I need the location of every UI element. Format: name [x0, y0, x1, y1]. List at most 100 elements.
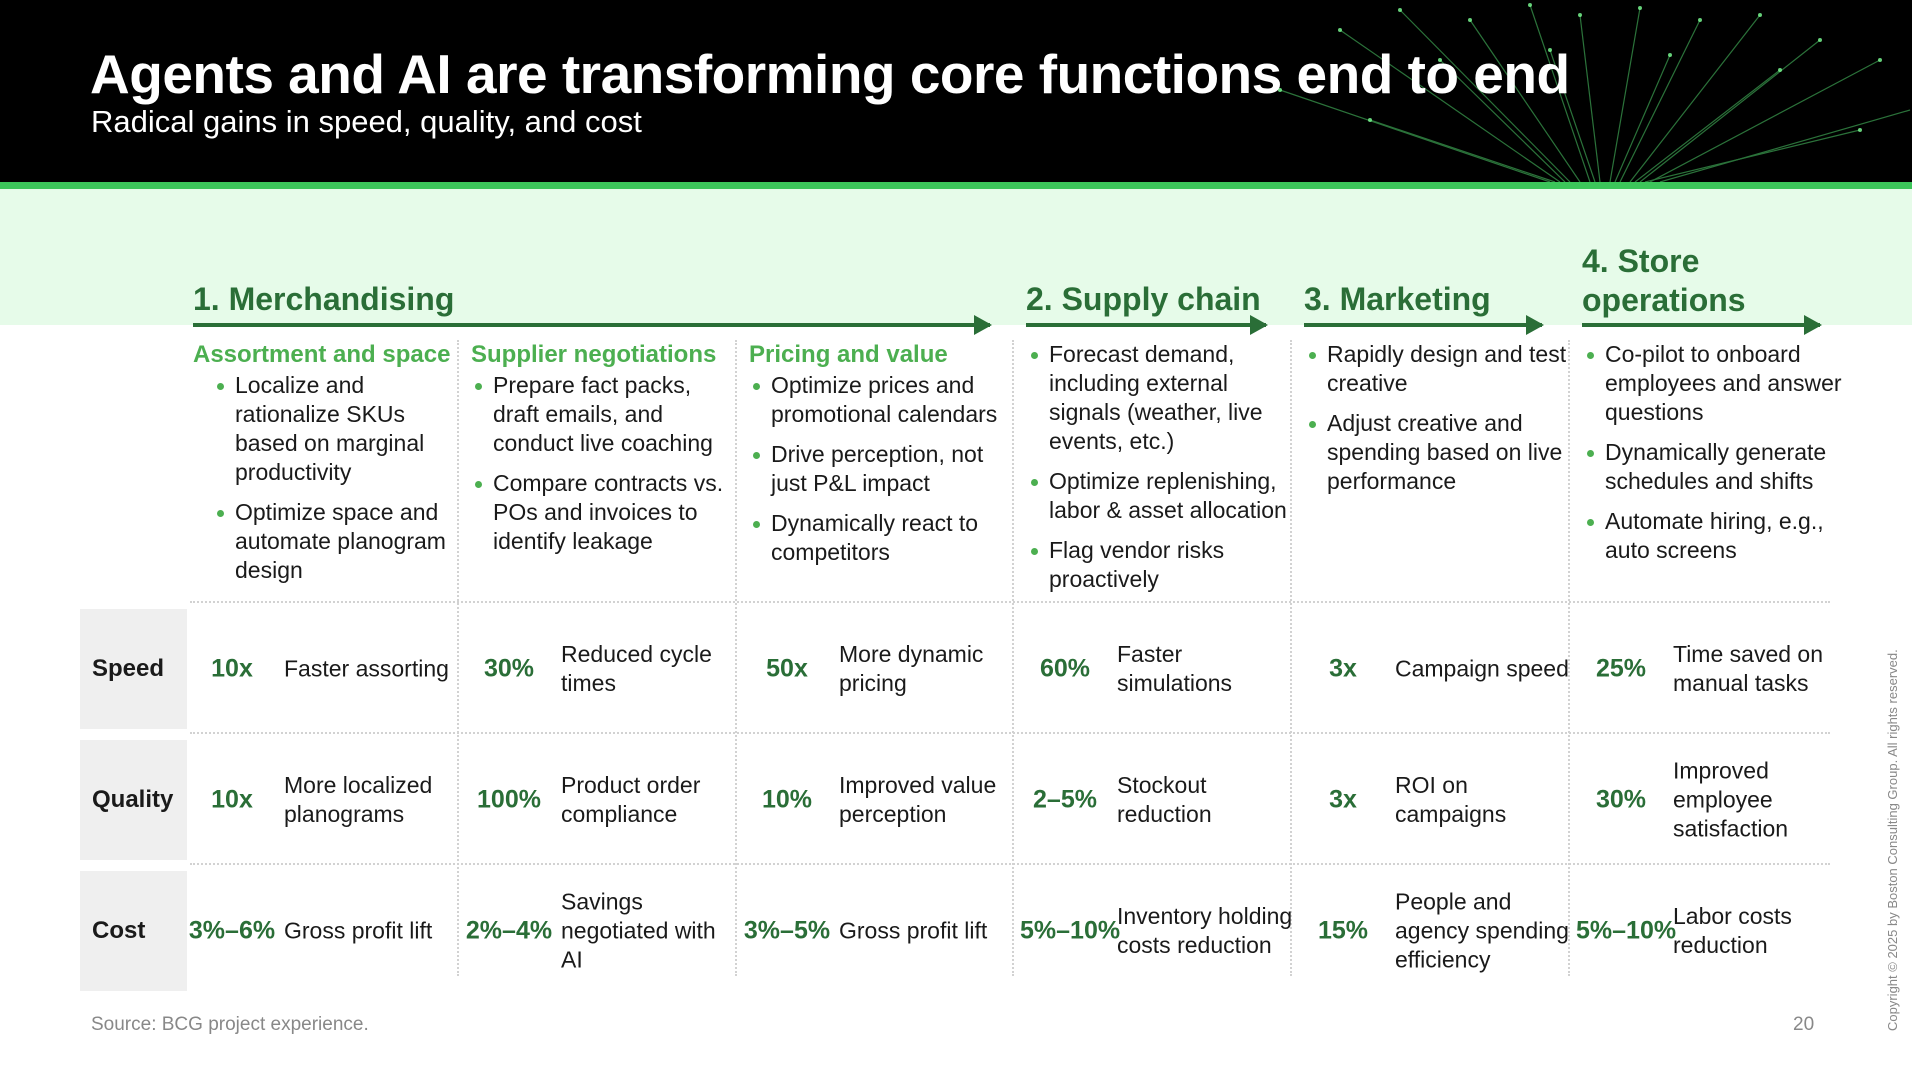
activity-column: Pricing and value Optimize prices and pr… — [749, 340, 1011, 578]
activity-bullet: Optimize prices and promotional calendar… — [749, 371, 1011, 429]
activity-column: Rapidly design and test creative Adjust … — [1305, 340, 1567, 507]
activity-column: Forecast demand, including external sign… — [1027, 340, 1289, 605]
section-arrow — [1304, 315, 1544, 335]
metric-cell: 3x ROI on campaigns — [1298, 740, 1571, 860]
metric-description: Savings negotiated with AI — [561, 888, 716, 973]
metric-value: 10x — [211, 785, 253, 814]
activity-bullet: Compare contracts vs. POs and invoices t… — [471, 469, 733, 556]
metric-cell: 25% Time saved on manual tasks — [1576, 609, 1849, 729]
activity-column: Supplier negotiations Prepare fact packs… — [471, 340, 733, 567]
metric-cell: 3%–6% Gross profit lift — [187, 871, 460, 991]
page-subtitle: Radical gains in speed, quality, and cos… — [91, 104, 642, 139]
metric-value: 5%–10% — [1020, 916, 1121, 945]
row-divider — [190, 732, 1830, 734]
metric-cell: 3%–5% Gross profit lift — [742, 871, 1015, 991]
metric-description: Inventory holding costs reduction — [1117, 903, 1293, 958]
section-heading-merchandising: 1. Merchandising — [193, 281, 455, 317]
metric-description: Improved value perception — [839, 772, 997, 827]
page-number: 20 — [1793, 1014, 1815, 1035]
metric-cell: 100% Product order compliance — [464, 740, 737, 860]
activity-bullet: Automate hiring, e.g., auto screens — [1583, 507, 1845, 565]
column-divider — [1568, 340, 1570, 976]
metric-value: 15% — [1317, 916, 1369, 945]
metric-description: Improved employee satisfaction — [1673, 757, 1789, 842]
column-divider — [457, 340, 459, 976]
column-divider — [735, 340, 737, 976]
metric-description: Gross profit lift — [839, 917, 988, 944]
section-arrow — [193, 315, 992, 335]
metric-cell: 15% People and agency spending efficiency — [1298, 871, 1571, 991]
section-heading-store-operations: 4. Store operations — [1582, 243, 1746, 318]
section-arrow — [1582, 315, 1822, 335]
activity-bullet: Adjust creative and spending based on li… — [1305, 409, 1567, 496]
metric-value: 30% — [483, 654, 535, 683]
metric-description: Faster assorting — [284, 655, 449, 682]
metric-description: Reduced cycle times — [561, 641, 712, 696]
metric-value: 2–5% — [1033, 785, 1097, 814]
section-heading-marketing: 3. Marketing — [1304, 281, 1491, 317]
activity-bullet: Co-pilot to onboard employees and answer… — [1583, 340, 1845, 427]
metric-cell: 10% Improved value perception — [742, 740, 1015, 860]
metric-cell: 10x Faster assorting — [187, 609, 460, 729]
metric-value: 3x — [1329, 654, 1357, 683]
metric-value: 3%–5% — [743, 916, 831, 945]
activity-bullet: Dynamically generate schedules and shift… — [1583, 438, 1845, 496]
metric-description: People and agency spending efficiency — [1395, 888, 1569, 973]
activity-bullet: Rapidly design and test creative — [1305, 340, 1567, 398]
metric-value: 5%–10% — [1576, 916, 1677, 945]
metric-value: 10x — [211, 654, 253, 683]
metric-value: 3%–6% — [188, 916, 276, 945]
header-banner: Agents and AI are transforming core func… — [0, 0, 1912, 182]
column-title: Pricing and value — [749, 341, 948, 368]
metric-description: Time saved on manual tasks — [1673, 641, 1823, 696]
metric-description: More localized planograms — [284, 772, 433, 827]
column-title: Assortment and space — [193, 341, 451, 368]
metric-description: Labor costs reduction — [1673, 903, 1792, 958]
metric-cell: 30% Reduced cycle times — [464, 609, 737, 729]
metric-value: 50x — [766, 654, 808, 683]
activity-column: Assortment and space Localize and ration… — [193, 340, 455, 596]
metric-value: 10% — [761, 785, 813, 814]
row-divider — [190, 863, 1830, 865]
activity-bullet: Optimize space and automate planogram de… — [213, 498, 455, 585]
activity-bullet: Optimize replenishing, labor & asset all… — [1027, 467, 1289, 525]
metric-cell: 3x Campaign speed — [1298, 609, 1571, 729]
metric-value: 2%–4% — [465, 916, 553, 945]
metric-cell: 30% Improved employee satisfaction — [1576, 740, 1849, 860]
activity-column: Co-pilot to onboard employees and answer… — [1583, 340, 1845, 576]
metric-cell: 2%–4% Savings negotiated with AI — [464, 871, 737, 991]
activity-bullet: Forecast demand, including external sign… — [1027, 340, 1289, 456]
column-divider — [1012, 340, 1014, 976]
metric-cell: 5%–10% Labor costs reduction — [1576, 871, 1849, 991]
activity-bullet: Drive perception, not just P&L impact — [749, 440, 1011, 498]
column-title: Supplier negotiations — [471, 341, 717, 368]
section-band — [0, 189, 1912, 325]
metric-cell: 10x More localized planograms — [187, 740, 460, 860]
row-label-quality: Quality — [80, 740, 187, 860]
metric-cell: 5%–10% Inventory holding costs reduction — [1020, 871, 1293, 991]
metric-value: 60% — [1039, 654, 1091, 683]
fiber-optic-decoration — [1278, 3, 1911, 182]
copyright-notice: Copyright © 2025 by Boston Consulting Gr… — [1885, 649, 1900, 1031]
metric-description: ROI on campaigns — [1395, 772, 1507, 827]
activity-bullet: Prepare fact packs, draft emails, and co… — [471, 371, 733, 458]
metric-description: Gross profit lift — [284, 917, 433, 944]
metric-description: Faster simulations — [1117, 641, 1233, 696]
metric-description: More dynamic pricing — [839, 641, 984, 696]
metric-description: Stockout reduction — [1117, 772, 1212, 827]
row-label-cost: Cost — [80, 871, 187, 991]
section-arrow — [1026, 315, 1268, 335]
accent-bar — [0, 182, 1912, 189]
activity-bullet: Flag vendor risks proactively — [1027, 536, 1289, 594]
metric-cell: 60% Faster simulations — [1020, 609, 1293, 729]
row-label-speed: Speed — [80, 609, 187, 729]
row-divider — [190, 601, 1830, 603]
metric-description: Product order compliance — [561, 772, 701, 827]
section-heading-supply-chain: 2. Supply chain — [1026, 281, 1261, 317]
metric-value: 100% — [477, 785, 541, 814]
activity-bullet: Dynamically react to competitors — [749, 509, 1011, 567]
metric-value: 25% — [1595, 654, 1647, 683]
metric-value: 3x — [1329, 785, 1357, 814]
metric-value: 30% — [1595, 785, 1647, 814]
metric-description: Campaign speed — [1395, 655, 1569, 682]
